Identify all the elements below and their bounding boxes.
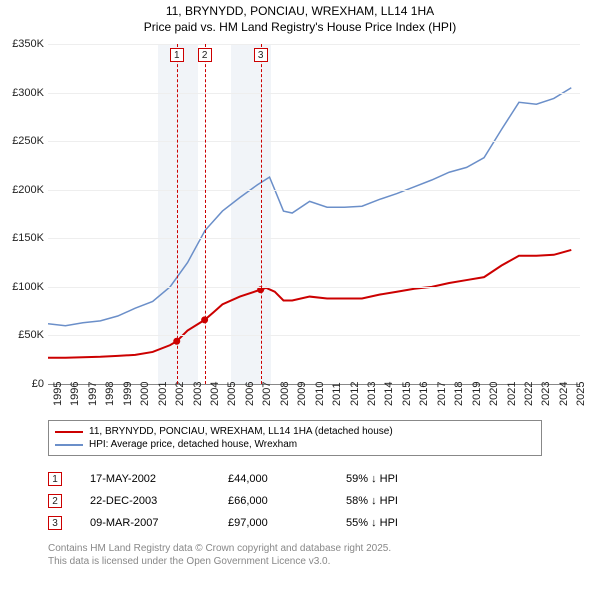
y-tick-label: £300K xyxy=(0,87,44,99)
marker-box: 1 xyxy=(170,48,184,62)
x-tick-label: 2015 xyxy=(401,382,413,406)
x-tick-label: 2005 xyxy=(226,382,238,406)
gridline xyxy=(48,335,580,336)
x-tick-label: 2003 xyxy=(192,382,204,406)
marker-box: 3 xyxy=(254,48,268,62)
footer-line2: This data is licensed under the Open Gov… xyxy=(48,555,391,568)
series-line xyxy=(48,250,571,358)
legend-swatch xyxy=(55,444,83,446)
legend: 11, BRYNYDD, PONCIAU, WREXHAM, LL14 1HA … xyxy=(48,420,542,456)
x-tick-label: 2006 xyxy=(244,382,256,406)
transaction-row: 2 22-DEC-2003 £66,000 58% ↓ HPI xyxy=(48,490,456,512)
title-line1: 11, BRYNYDD, PONCIAU, WREXHAM, LL14 1HA xyxy=(0,4,600,20)
x-tick-label: 2020 xyxy=(488,382,500,406)
x-tick-label: 2000 xyxy=(139,382,151,406)
gridline xyxy=(48,44,580,45)
transaction-table: 1 17-MAY-2002 £44,000 59% ↓ HPI 2 22-DEC-2003… xyxy=(48,468,456,534)
x-tick-label: 2008 xyxy=(279,382,291,406)
legend-label: HPI: Average price, detached house, Wrex… xyxy=(89,439,297,450)
x-tick-label: 2021 xyxy=(506,382,518,406)
transaction-row: 1 17-MAY-2002 £44,000 59% ↓ HPI xyxy=(48,468,456,490)
x-tick-label: 2018 xyxy=(453,382,465,406)
x-tick-label: 1998 xyxy=(104,382,116,406)
gridline xyxy=(48,238,580,239)
transaction-date: 17-MAY-2002 xyxy=(90,473,200,485)
x-tick-label: 1996 xyxy=(69,382,81,406)
legend-item: 11, BRYNYDD, PONCIAU, WREXHAM, LL14 1HA … xyxy=(55,425,535,438)
x-tick-label: 2024 xyxy=(558,382,570,406)
y-tick-label: £200K xyxy=(0,184,44,196)
marker-line xyxy=(261,44,262,384)
marker-box: 2 xyxy=(48,494,62,508)
x-tick-label: 1995 xyxy=(52,382,64,406)
y-tick-label: £250K xyxy=(0,135,44,147)
marker-box: 3 xyxy=(48,516,62,530)
x-tick-label: 2010 xyxy=(314,382,326,406)
transaction-date: 22-DEC-2003 xyxy=(90,495,200,507)
title-line2: Price paid vs. HM Land Registry's House … xyxy=(0,20,600,36)
y-tick-label: £50K xyxy=(0,329,44,341)
x-tick-label: 2009 xyxy=(296,382,308,406)
x-tick-label: 2025 xyxy=(575,382,587,406)
x-tick-label: 2014 xyxy=(383,382,395,406)
x-tick-label: 2016 xyxy=(418,382,430,406)
x-tick-label: 1999 xyxy=(122,382,134,406)
series-line xyxy=(48,88,571,326)
gridline xyxy=(48,287,580,288)
marker-box: 2 xyxy=(198,48,212,62)
x-tick-label: 2013 xyxy=(366,382,378,406)
y-tick-label: £150K xyxy=(0,232,44,244)
chart-plot-area: £0£50K£100K£150K£200K£250K£300K£350K1995… xyxy=(48,44,580,385)
transaction-date: 09-MAR-2007 xyxy=(90,517,200,529)
x-tick-label: 2012 xyxy=(349,382,361,406)
transaction-price: £44,000 xyxy=(228,473,318,485)
y-tick-label: £100K xyxy=(0,281,44,293)
legend-item: HPI: Average price, detached house, Wrex… xyxy=(55,438,535,451)
x-tick-label: 2017 xyxy=(436,382,448,406)
transaction-row: 3 09-MAR-2007 £97,000 55% ↓ HPI xyxy=(48,512,456,534)
chart-title: 11, BRYNYDD, PONCIAU, WREXHAM, LL14 1HA … xyxy=(0,0,600,35)
x-tick-label: 2011 xyxy=(331,382,343,406)
gridline xyxy=(48,93,580,94)
gridline xyxy=(48,141,580,142)
x-tick-label: 2023 xyxy=(540,382,552,406)
marker-line xyxy=(177,44,178,384)
x-tick-label: 2019 xyxy=(471,382,483,406)
transaction-delta: 58% ↓ HPI xyxy=(346,495,456,507)
x-tick-label: 2002 xyxy=(174,382,186,406)
x-tick-label: 2022 xyxy=(523,382,535,406)
marker-line xyxy=(205,44,206,384)
chart-svg xyxy=(48,44,580,384)
x-tick-label: 1997 xyxy=(87,382,99,406)
transaction-delta: 59% ↓ HPI xyxy=(346,473,456,485)
marker-box: 1 xyxy=(48,472,62,486)
footer-line1: Contains HM Land Registry data © Crown c… xyxy=(48,542,391,555)
legend-label: 11, BRYNYDD, PONCIAU, WREXHAM, LL14 1HA … xyxy=(89,426,393,437)
transaction-price: £66,000 xyxy=(228,495,318,507)
x-tick-label: 2001 xyxy=(157,382,169,406)
x-tick-label: 2007 xyxy=(261,382,273,406)
legend-swatch xyxy=(55,431,83,433)
transaction-delta: 55% ↓ HPI xyxy=(346,517,456,529)
y-tick-label: £350K xyxy=(0,38,44,50)
y-tick-label: £0 xyxy=(0,378,44,390)
gridline xyxy=(48,190,580,191)
x-tick-label: 2004 xyxy=(209,382,221,406)
transaction-price: £97,000 xyxy=(228,517,318,529)
footer: Contains HM Land Registry data © Crown c… xyxy=(48,542,391,568)
